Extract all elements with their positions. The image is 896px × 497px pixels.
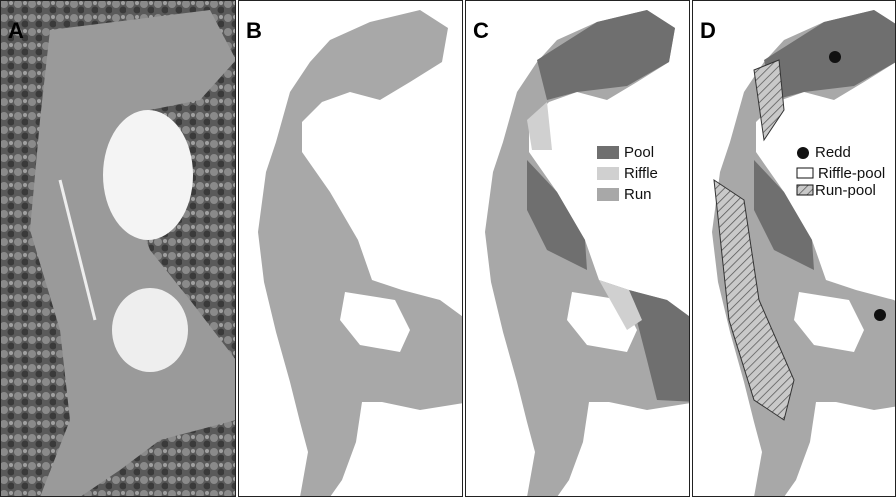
legend-label: Run xyxy=(624,186,652,203)
figure: Riffle-pool A B C D Pool Riffle Run Redd… xyxy=(0,0,896,497)
panel-b xyxy=(258,10,470,497)
legend-label: Redd xyxy=(815,144,851,161)
legend-label: Riffle-pool xyxy=(818,165,885,182)
panel-label: C xyxy=(473,18,489,43)
panel-label: B xyxy=(246,18,262,43)
legend-label: Pool xyxy=(624,144,654,161)
legend-label: Riffle xyxy=(624,165,658,182)
panel-c xyxy=(485,10,697,497)
panel-label: D xyxy=(700,18,716,43)
panel-label: A xyxy=(8,18,24,43)
legend-label: Run-pool xyxy=(815,182,876,199)
panel-d: Riffle-pool xyxy=(712,10,896,497)
panel-a xyxy=(0,0,236,497)
